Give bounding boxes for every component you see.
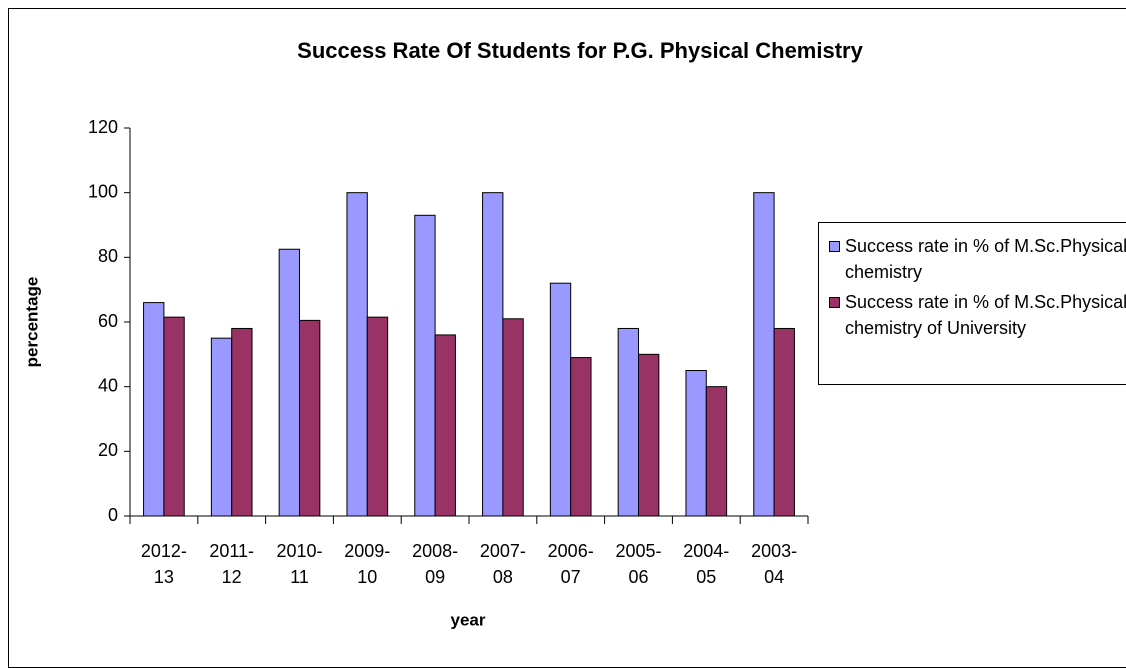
bar [638,353,660,517]
bar [346,192,368,517]
bar [210,337,233,517]
bar [434,334,456,517]
y-axis-label: percentage [22,277,41,368]
chart-title: Success Rate Of Students for P.G. Physic… [297,38,863,63]
bar [278,248,301,517]
x-tick-label: 2004-05 [683,541,730,587]
bar [299,319,321,517]
x-tick-label: 2003-04 [751,541,798,587]
x-tick-label: 2011-12 [209,541,255,587]
legend-label: Success rate in % of M.Sc.Physical chemi… [845,236,1126,282]
legend-label: Success rate in % of M.Sc.Physical chemi… [845,292,1126,338]
bar [163,316,185,517]
x-tick-label: 2008-09 [412,541,459,587]
bar [773,327,795,517]
legend: Success rate in % of M.Sc.Physical chemi… [818,222,1126,385]
x-axis-label: year [451,610,486,629]
bar [570,357,592,517]
y-tick-label: 60 [98,311,118,331]
y-tick-label: 120 [88,117,118,137]
bar [705,386,728,517]
bar [617,327,639,517]
x-tick-label: 2010-11 [276,541,323,587]
x-tick-label: 2006-07 [547,541,594,587]
legend-swatch [829,241,840,252]
y-tick-label: 20 [98,440,118,460]
bar [549,282,572,517]
bar [753,192,775,517]
legend-swatch [829,297,840,308]
bar [414,214,436,517]
x-tick-label: 2009-10 [344,541,391,587]
y-tick-label: 0 [108,505,118,525]
y-tick-label: 40 [98,375,118,395]
bar [366,316,389,517]
bar [685,370,707,517]
x-tick-label: 2012-13 [140,541,187,587]
bar [143,302,165,517]
y-tick-label: 80 [98,246,118,266]
y-tick-label: 100 [88,181,118,201]
bar [502,318,524,517]
bar [482,192,504,517]
bar [231,327,253,517]
x-tick-label: 2005-06 [615,541,662,587]
x-tick-label: 2007-08 [479,541,526,587]
